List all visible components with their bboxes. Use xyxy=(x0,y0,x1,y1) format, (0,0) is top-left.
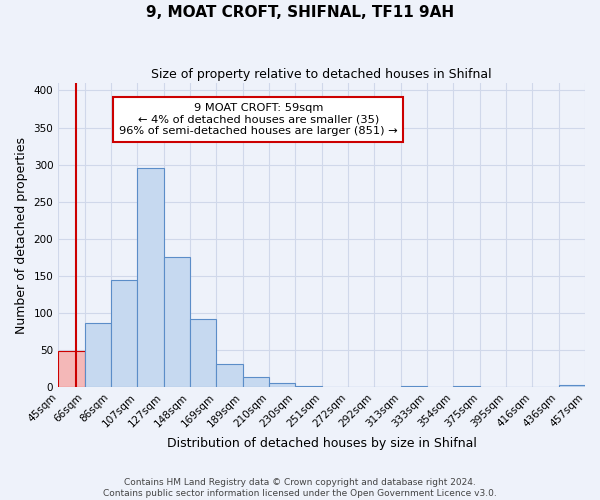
Bar xyxy=(137,168,164,387)
X-axis label: Distribution of detached houses by size in Shifnal: Distribution of detached houses by size … xyxy=(167,437,476,450)
Bar xyxy=(453,386,479,387)
Bar xyxy=(242,376,269,387)
Text: 9, MOAT CROFT, SHIFNAL, TF11 9AH: 9, MOAT CROFT, SHIFNAL, TF11 9AH xyxy=(146,5,454,20)
Bar xyxy=(164,257,190,387)
Bar xyxy=(269,383,295,387)
Text: 9 MOAT CROFT: 59sqm
← 4% of detached houses are smaller (35)
96% of semi-detache: 9 MOAT CROFT: 59sqm ← 4% of detached hou… xyxy=(119,103,398,136)
Text: Contains HM Land Registry data © Crown copyright and database right 2024.
Contai: Contains HM Land Registry data © Crown c… xyxy=(103,478,497,498)
Bar xyxy=(190,320,216,387)
Bar xyxy=(216,364,242,387)
Bar xyxy=(58,352,85,387)
Bar xyxy=(401,386,427,387)
Y-axis label: Number of detached properties: Number of detached properties xyxy=(15,136,28,334)
Bar xyxy=(295,386,322,387)
Bar xyxy=(559,386,585,387)
Bar xyxy=(111,280,137,387)
Bar xyxy=(85,323,111,387)
Title: Size of property relative to detached houses in Shifnal: Size of property relative to detached ho… xyxy=(151,68,492,80)
